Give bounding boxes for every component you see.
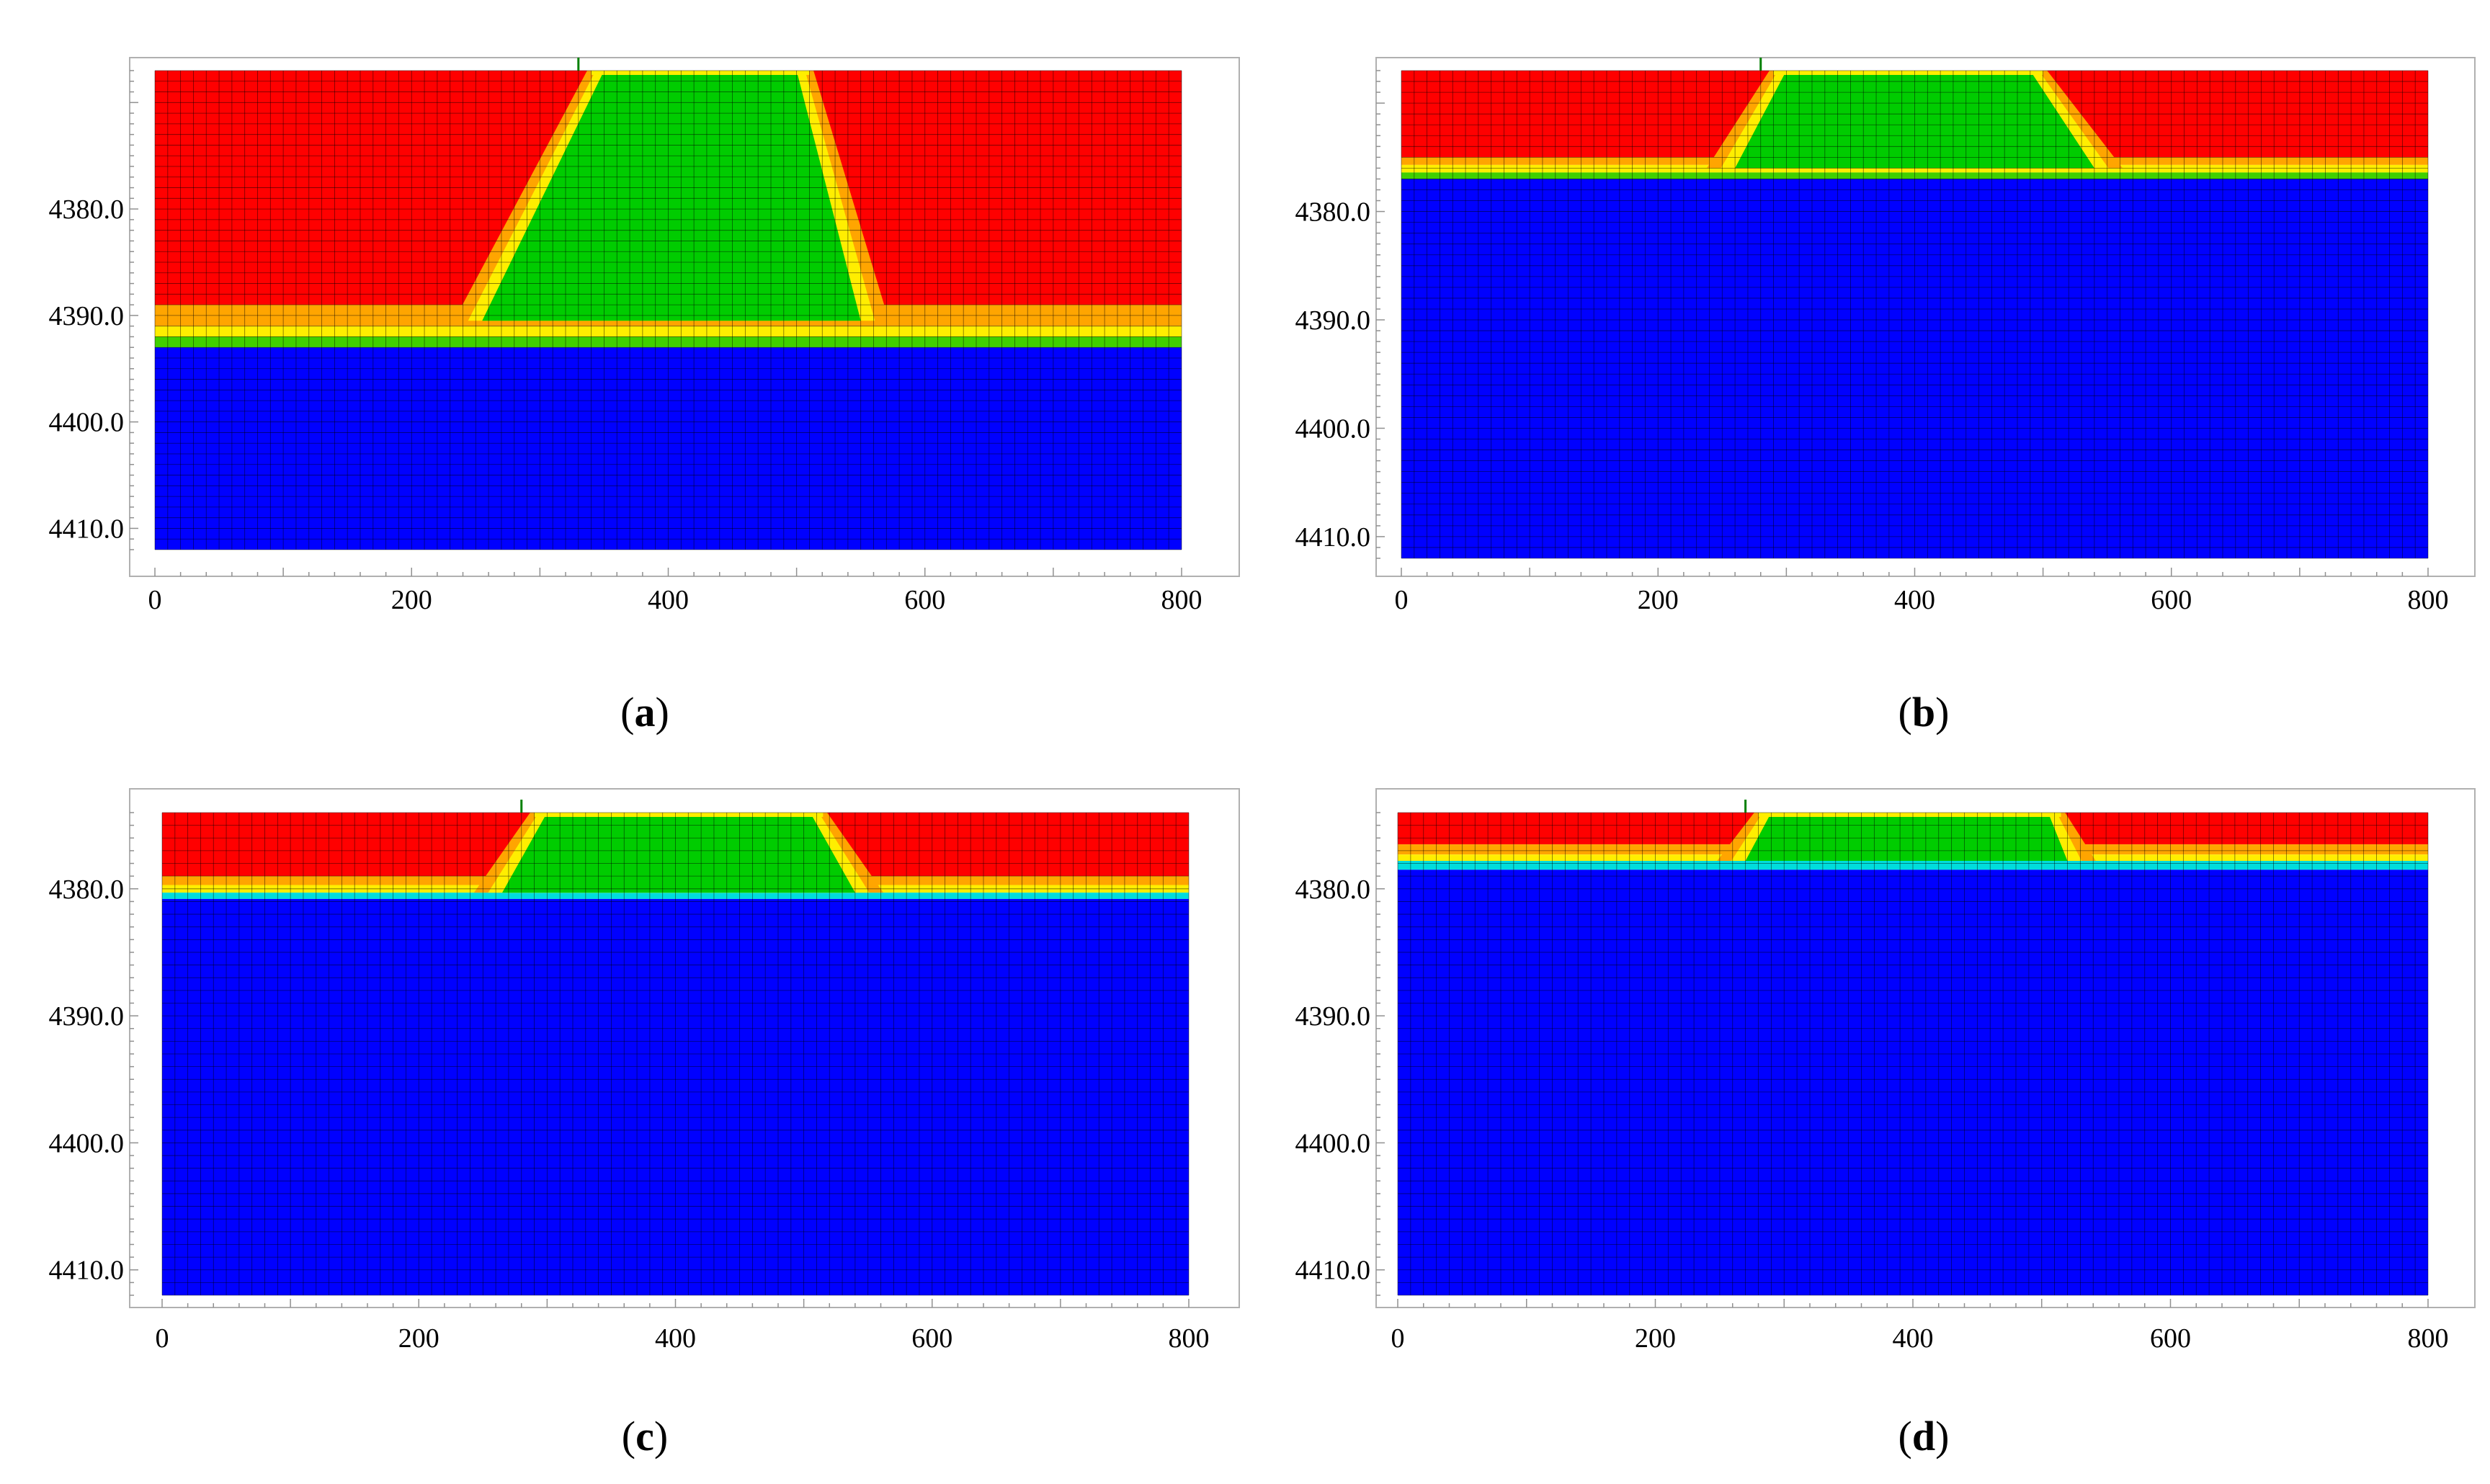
y-tick-label: 4410.0 <box>1295 522 1371 553</box>
x-tick-label: 800 <box>2408 1323 2449 1354</box>
x-tick-label: 800 <box>1161 585 1202 615</box>
x-tick-label: 200 <box>1635 1323 1676 1354</box>
heatmap-b <box>1401 70 2429 559</box>
mound-core <box>1745 813 2068 861</box>
caption-a: (a) <box>537 692 753 733</box>
y-tick-label: 4380.0 <box>49 195 125 225</box>
x-tick-label: 200 <box>1638 585 1679 615</box>
mound-top-strip <box>1773 71 2043 75</box>
y-tick-label: 4390.0 <box>1295 305 1371 336</box>
y-tick-label: 4410.0 <box>49 514 125 544</box>
chart-panel-a: 4380.0 4390.0 4400.0 4410.0 0 200 400 600 800 <box>49 57 1240 615</box>
x-tick-label: 400 <box>655 1323 696 1354</box>
y-tick-label: 4400.0 <box>1295 1128 1371 1158</box>
caption-c: (c) <box>537 1416 753 1457</box>
chart-panel-b: 4380.0 4390.0 4400.0 4410.0 0 200 400 600 800 <box>1295 57 2476 615</box>
x-tick-label: 800 <box>2408 585 2449 615</box>
x-tick-label: 800 <box>1169 1323 1210 1354</box>
x-tick-label: 400 <box>1894 585 1935 615</box>
x-tick-label: 600 <box>2150 1323 2191 1354</box>
mound-core <box>502 813 855 893</box>
heatmap-c <box>161 812 1190 1296</box>
cell-grid <box>154 70 1182 550</box>
y-tick-label: 4400.0 <box>49 408 125 438</box>
x-tick-label: 0 <box>1391 1323 1405 1354</box>
x-tick-label: 0 <box>156 1323 169 1354</box>
y-tick-label: 4390.0 <box>49 301 125 331</box>
y-tick-label: 4390.0 <box>49 1001 125 1032</box>
mound-core <box>482 71 861 321</box>
mound-top-strip <box>534 813 824 817</box>
x-tick-label: 400 <box>1893 1323 1934 1354</box>
y-tick-label: 4390.0 <box>1295 1001 1371 1032</box>
y-tick-label: 4380.0 <box>1295 875 1371 905</box>
x-tick-label: 0 <box>1395 585 1409 615</box>
caption-b: (b) <box>1816 692 2032 733</box>
x-tick-label: 200 <box>391 585 432 615</box>
caption-a-text: (a) <box>620 689 669 736</box>
cell-grid <box>1401 70 2429 559</box>
cell-grid <box>161 812 1190 1296</box>
heatmap-a <box>154 70 1182 550</box>
x-tick-label: 400 <box>648 585 689 615</box>
caption-b-text: (b) <box>1898 689 1950 736</box>
x-tick-label: 0 <box>148 585 162 615</box>
chart-panel-c: 4380.0 4390.0 4400.0 4410.0 0 200 400 600 800 <box>49 788 1240 1354</box>
caption-d-text: (d) <box>1898 1413 1950 1460</box>
y-tick-label: 4410.0 <box>49 1256 125 1286</box>
y-tick-label: 4380.0 <box>1295 197 1371 228</box>
y-tick-label: 4400.0 <box>1295 414 1371 444</box>
x-tick-label: 600 <box>911 1323 952 1354</box>
heatmap-d <box>1397 812 2429 1296</box>
x-tick-label: 600 <box>2151 585 2192 615</box>
chart-panel-d: 4380.0 4390.0 4400.0 4410.0 0 200 400 600 800 <box>1295 788 2476 1354</box>
mound-top-strip <box>1758 813 2061 817</box>
caption-d: (d) <box>1816 1416 2032 1457</box>
y-tick-label: 4400.0 <box>49 1128 125 1158</box>
caption-c-text: (c) <box>621 1413 669 1460</box>
x-tick-label: 200 <box>398 1323 439 1354</box>
mound-top-strip <box>591 71 810 75</box>
y-tick-label: 4380.0 <box>49 875 125 905</box>
y-tick-label: 4410.0 <box>1295 1256 1371 1286</box>
cell-grid <box>1397 812 2429 1296</box>
x-tick-label: 600 <box>904 585 945 615</box>
